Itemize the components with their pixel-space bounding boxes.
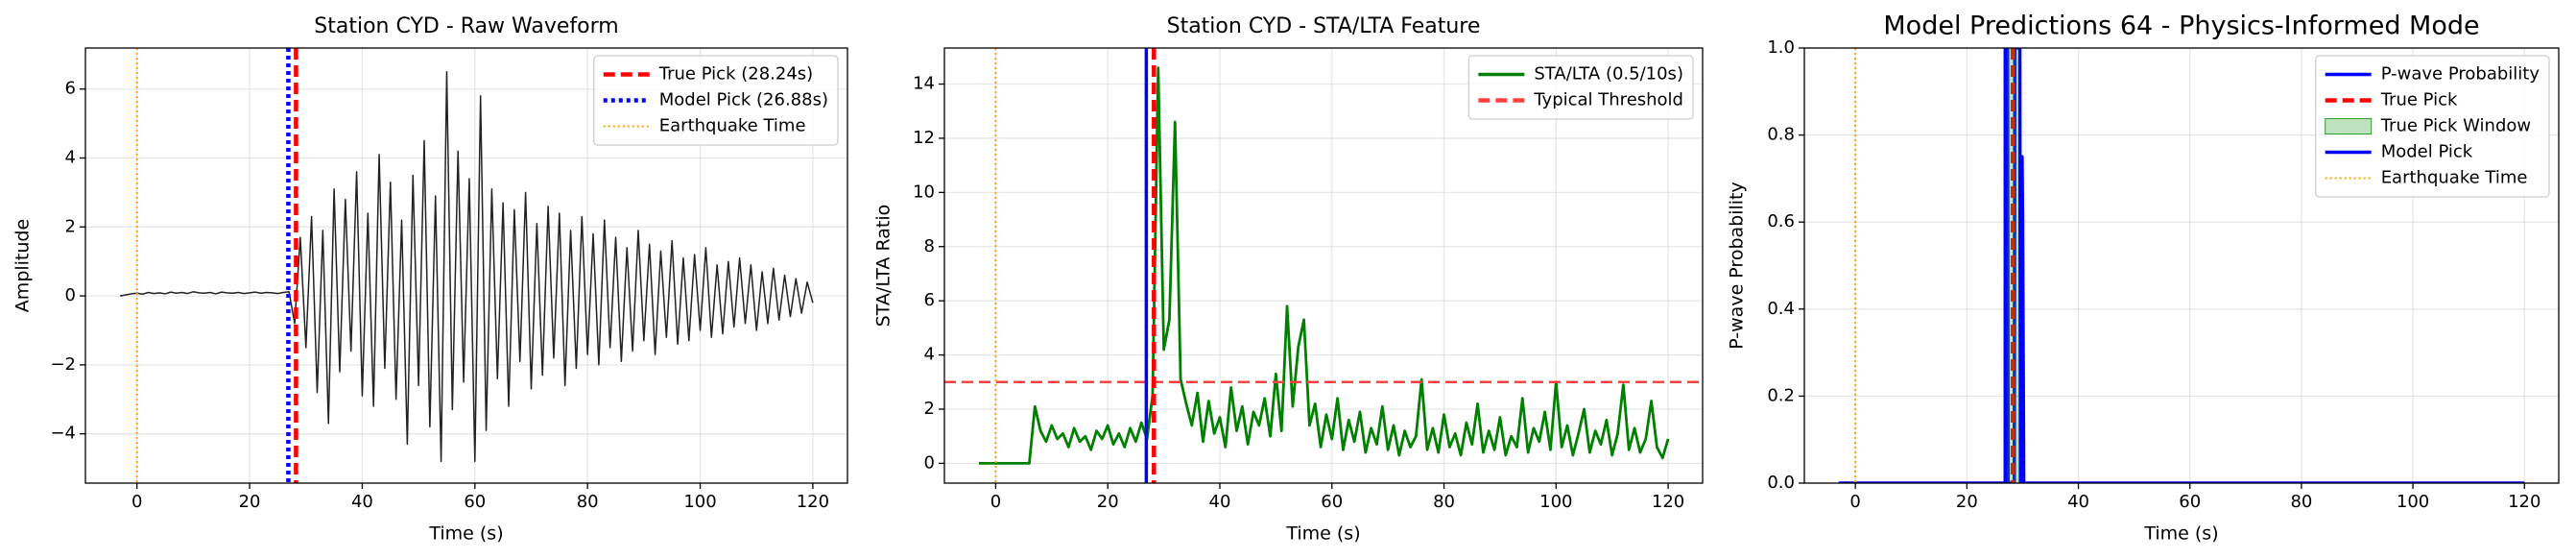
plot-area — [119, 48, 814, 483]
legend-label: True Pick Window — [2380, 116, 2531, 136]
axes-frame — [84, 47, 848, 484]
data-line — [1838, 48, 2525, 483]
axes-frame — [1803, 47, 2560, 484]
y-tick-label: 0.4 — [1767, 299, 1795, 319]
chart-title: Model Predictions 64 - Physics-Informed … — [1883, 12, 2479, 41]
legend: STA/LTA (0.5/10s) Typical Threshold — [1467, 55, 1694, 120]
y-tick-label: 1.0 — [1767, 37, 1795, 58]
x-tick-label: 100 — [1539, 492, 1572, 512]
x-tick-label: 40 — [1209, 492, 1231, 512]
legend-label: P-wave Probability — [2381, 64, 2540, 85]
y-tick-label: 2 — [65, 216, 76, 236]
span — [2007, 48, 2019, 483]
x-tick-label: 20 — [239, 492, 261, 512]
y-tick-label: 6 — [924, 290, 935, 310]
y-tick-label: 0.8 — [1767, 125, 1795, 145]
x-tick-label: 80 — [577, 492, 599, 512]
y-tick-label: −2 — [50, 354, 76, 375]
x-axis-label: Time (s) — [2143, 523, 2218, 545]
legend-label: True Pick — [2380, 90, 2458, 110]
legend-label: Typical Threshold — [1533, 90, 1683, 110]
legend-frame — [1467, 55, 1694, 120]
y-tick-label: 14 — [913, 74, 935, 94]
y-tick-label: 0 — [65, 285, 76, 305]
y-tick-label: 4 — [924, 345, 935, 365]
y-tick-label: 4 — [65, 148, 76, 168]
x-axis-label: Time (s) — [428, 523, 503, 545]
y-tick-label: 0 — [924, 452, 935, 473]
y-axis-label: P-wave Probability — [1727, 182, 1748, 350]
x-tick-label: 80 — [1433, 492, 1455, 512]
y-tick-label: 6 — [65, 79, 76, 99]
x-tick-label: 60 — [2179, 492, 2201, 512]
axes-frame — [943, 47, 1704, 484]
x-tick-label: 0 — [990, 492, 1001, 512]
legend: P-wave Probability True Pick True Pick Win… — [2315, 55, 2550, 198]
y-tick-label: 8 — [924, 236, 935, 256]
x-tick-label: 0 — [1849, 492, 1860, 512]
y-axis-label: Amplitude — [12, 219, 34, 312]
legend-frame — [2315, 55, 2550, 198]
x-tick-label: 40 — [351, 492, 373, 512]
chart-title: Station CYD - Raw Waveform — [314, 14, 618, 38]
legend-frame — [593, 55, 839, 146]
chart-title: Station CYD - STA/LTA Feature — [1167, 14, 1481, 38]
y-tick-label: 0.6 — [1767, 211, 1795, 231]
y-tick-label: 10 — [913, 182, 935, 202]
y-tick-label: 0.0 — [1767, 473, 1795, 493]
x-tick-label: 100 — [2397, 492, 2429, 512]
x-tick-label: 20 — [1097, 492, 1119, 512]
legend-label: Model Pick (26.88s) — [659, 90, 828, 110]
legend-label: Model Pick — [2381, 142, 2473, 162]
legend-label: STA/LTA (0.5/10s) — [1534, 64, 1683, 85]
x-tick-label: 100 — [683, 492, 716, 512]
x-tick-label: 120 — [797, 492, 829, 512]
y-tick-label: −4 — [50, 424, 76, 444]
panel: 0 20 40 60 80 100 120 −4 −2 0 2 4 6 Station CYD - Raw… — [12, 14, 848, 545]
plot-area — [1838, 48, 2525, 483]
data-line — [978, 66, 1670, 465]
x-tick-label: 40 — [2067, 492, 2089, 512]
y-tick-label: 12 — [913, 128, 935, 148]
panel: 0 20 40 60 80 100 120 0 2 4 6 8 10 12 14 Station CYD - … — [873, 14, 1704, 545]
legend-handle — [2325, 118, 2373, 134]
legend-label: True Pick (28.24s) — [658, 64, 813, 85]
x-tick-label: 20 — [1956, 492, 1978, 512]
x-axis-label: Time (s) — [1285, 523, 1360, 545]
panel: 0 20 40 60 80 100 120 0.0 0.2 0.4 0.6 0.8 1.0 Model P… — [1727, 12, 2560, 545]
plot-area — [944, 48, 1703, 483]
x-tick-label: 60 — [464, 492, 486, 512]
x-tick-label: 0 — [131, 492, 142, 512]
x-tick-label: 80 — [2290, 492, 2312, 512]
x-tick-label: 120 — [2508, 492, 2540, 512]
legend-label: Earthquake Time — [2381, 168, 2528, 188]
y-tick-label: 0.2 — [1767, 385, 1795, 405]
y-tick-label: 2 — [924, 399, 935, 419]
legend: True Pick (28.24s) Model Pick (26.88s) Ear… — [593, 55, 839, 146]
x-tick-label: 60 — [1321, 492, 1343, 512]
y-axis-label: STA/LTA Ratio — [873, 205, 894, 328]
x-tick-label: 120 — [1652, 492, 1684, 512]
legend-label: Earthquake Time — [659, 116, 806, 136]
data-line — [119, 71, 814, 463]
